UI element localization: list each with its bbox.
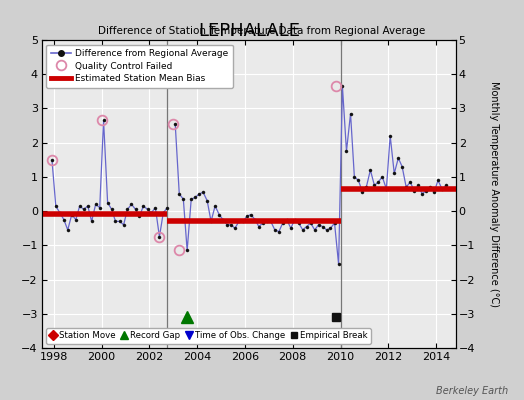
Y-axis label: Monthly Temperature Anomaly Difference (°C): Monthly Temperature Anomaly Difference (…: [489, 81, 499, 307]
Text: Difference of Station Temperature Data from Regional Average: Difference of Station Temperature Data f…: [99, 26, 425, 36]
Title: LEPHALALE: LEPHALALE: [198, 22, 300, 40]
Text: Berkeley Earth: Berkeley Earth: [436, 386, 508, 396]
Legend: Station Move, Record Gap, Time of Obs. Change, Empirical Break: Station Move, Record Gap, Time of Obs. C…: [46, 328, 371, 344]
